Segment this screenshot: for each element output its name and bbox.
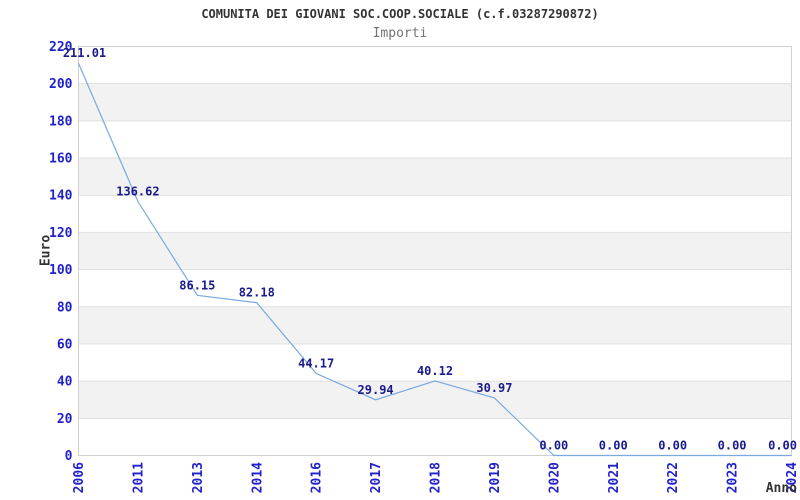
- point-label: 0.00: [599, 439, 628, 453]
- y-tick-label: 140: [49, 189, 73, 204]
- chart-subtitle: Importi: [372, 26, 428, 41]
- y-tick-label: 220: [49, 40, 73, 55]
- point-label: 40.12: [417, 364, 453, 378]
- plot-band: [78, 306, 792, 344]
- y-tick-label: 40: [57, 375, 73, 390]
- x-axis-title: Anno: [765, 481, 797, 496]
- x-tick-label: 2013: [191, 462, 206, 493]
- series-line: [77, 62, 792, 457]
- y-tick-label: 100: [49, 263, 73, 278]
- y-tick-label: 180: [49, 114, 73, 129]
- x-tick-label: 2016: [310, 462, 325, 493]
- y-tick-label: 80: [57, 300, 73, 315]
- plot-band: [78, 232, 792, 270]
- point-label: 29.94: [358, 383, 394, 397]
- chart-title: COMUNITA DEI GIOVANI SOC.COOP.SOCIALE (c…: [201, 7, 599, 21]
- point-label: 0.00: [718, 439, 747, 453]
- point-label: 86.15: [179, 278, 215, 292]
- x-tick-label: 2021: [607, 462, 622, 493]
- plot-band: [78, 158, 792, 196]
- x-tick-label: 2019: [488, 462, 503, 493]
- point-label: 136.62: [116, 185, 159, 199]
- y-tick-label: 120: [49, 226, 73, 241]
- x-tick-label: 2017: [369, 462, 384, 493]
- point-label: 0.00: [539, 439, 568, 453]
- x-tick-label: 2014: [250, 462, 265, 493]
- x-tick-label: 2018: [429, 462, 444, 493]
- x-tick-label: 2020: [547, 462, 562, 493]
- plot-border: [78, 46, 792, 456]
- y-tick-label: 0: [65, 449, 73, 464]
- x-tick-label: 2023: [726, 462, 741, 493]
- x-tick-label: 2011: [131, 462, 146, 493]
- plot-band: [78, 83, 792, 121]
- point-label: 0.00: [658, 439, 687, 453]
- point-label: 82.18: [239, 286, 275, 300]
- y-tick-label: 160: [49, 152, 73, 167]
- x-tick-label: 2022: [666, 462, 681, 493]
- y-tick-label: 20: [57, 412, 73, 427]
- plot-band: [78, 381, 792, 419]
- point-label: 0.00: [768, 439, 797, 453]
- point-label: 44.17: [298, 356, 334, 370]
- y-tick-label: 200: [49, 77, 73, 92]
- x-tick-label: 2024: [785, 462, 800, 493]
- y-tick-label: 60: [57, 337, 73, 352]
- y-axis-title: Euro: [38, 234, 54, 267]
- x-tick-label: 2006: [72, 462, 87, 493]
- point-label: 30.97: [476, 381, 512, 395]
- point-label: 211.01: [63, 46, 106, 60]
